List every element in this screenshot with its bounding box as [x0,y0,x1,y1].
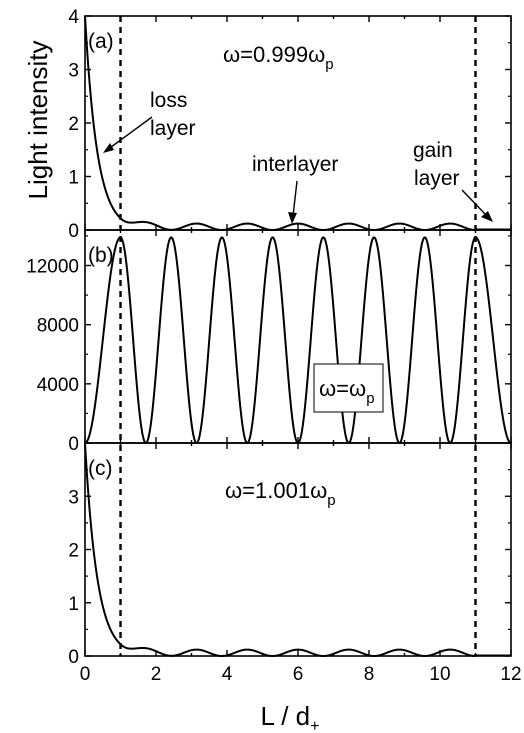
panel-a-omega: ω=0.999ωp [223,42,334,73]
arrow-gain-head [481,211,493,222]
y-tick-label-0-3: 3 [68,61,79,82]
panel-a-label: (a) [88,30,114,53]
y-tick-label-2-1: 1 [68,594,79,615]
y-tick-label-0-0: 0 [68,221,79,242]
annotation-gain-layer: layer [414,167,460,190]
series-line-panel-2 [85,443,511,656]
y-tick-label-1-0: 0 [68,434,79,455]
panel-c-omega: ω=1.001ωp [225,478,336,509]
annotation-loss: loss [150,89,187,112]
y-tick-label-1-2: 8000 [37,316,79,337]
x-tick-label-1: 2 [151,664,162,685]
y-tick-label-0-1: 1 [68,168,79,189]
arrow-interlayer-head [288,212,297,224]
y-tick-label-0-4: 4 [68,7,79,28]
panel-frame-2 [85,443,511,656]
x-tick-label-2: 4 [222,664,233,685]
axis-ticks [85,16,511,656]
x-tick-label-6: 12 [500,664,521,685]
y-tick-label-0-2: 2 [68,114,79,135]
x-tick-label-3: 6 [293,664,304,685]
x-tick-label-0: 0 [80,664,91,685]
x-tick-label-4: 8 [364,664,375,685]
annotation-loss-layer: layer [150,117,196,140]
series-line-panel-1 [85,237,511,443]
x-axis-title: L / d+ [261,701,320,733]
arrow-interlayer-line [293,181,297,216]
vertical-dashed-lines [121,16,476,656]
y-tick-label-1-3: 12000 [26,257,79,278]
y-tick-label-2-2: 2 [68,541,79,562]
curves-layer [85,16,511,656]
panel-c-label: (c) [88,457,113,480]
panel-frame-1 [85,230,511,443]
x-tick-label-5: 10 [429,664,450,685]
annotation-interlayer: interlayer [252,153,338,176]
y-tick-label-1-1: 4000 [37,375,79,396]
y-tick-label-2-0: 0 [68,647,79,668]
y-tick-label-2-3: 3 [68,487,79,508]
panel-frames [85,16,511,656]
annotation-gain: gain [413,139,453,162]
panel-b-label: (b) [88,244,114,267]
arrow-loss-line [107,117,152,150]
arrow-loss-head [103,143,114,153]
y-axis-title: Light intensity [23,41,53,200]
